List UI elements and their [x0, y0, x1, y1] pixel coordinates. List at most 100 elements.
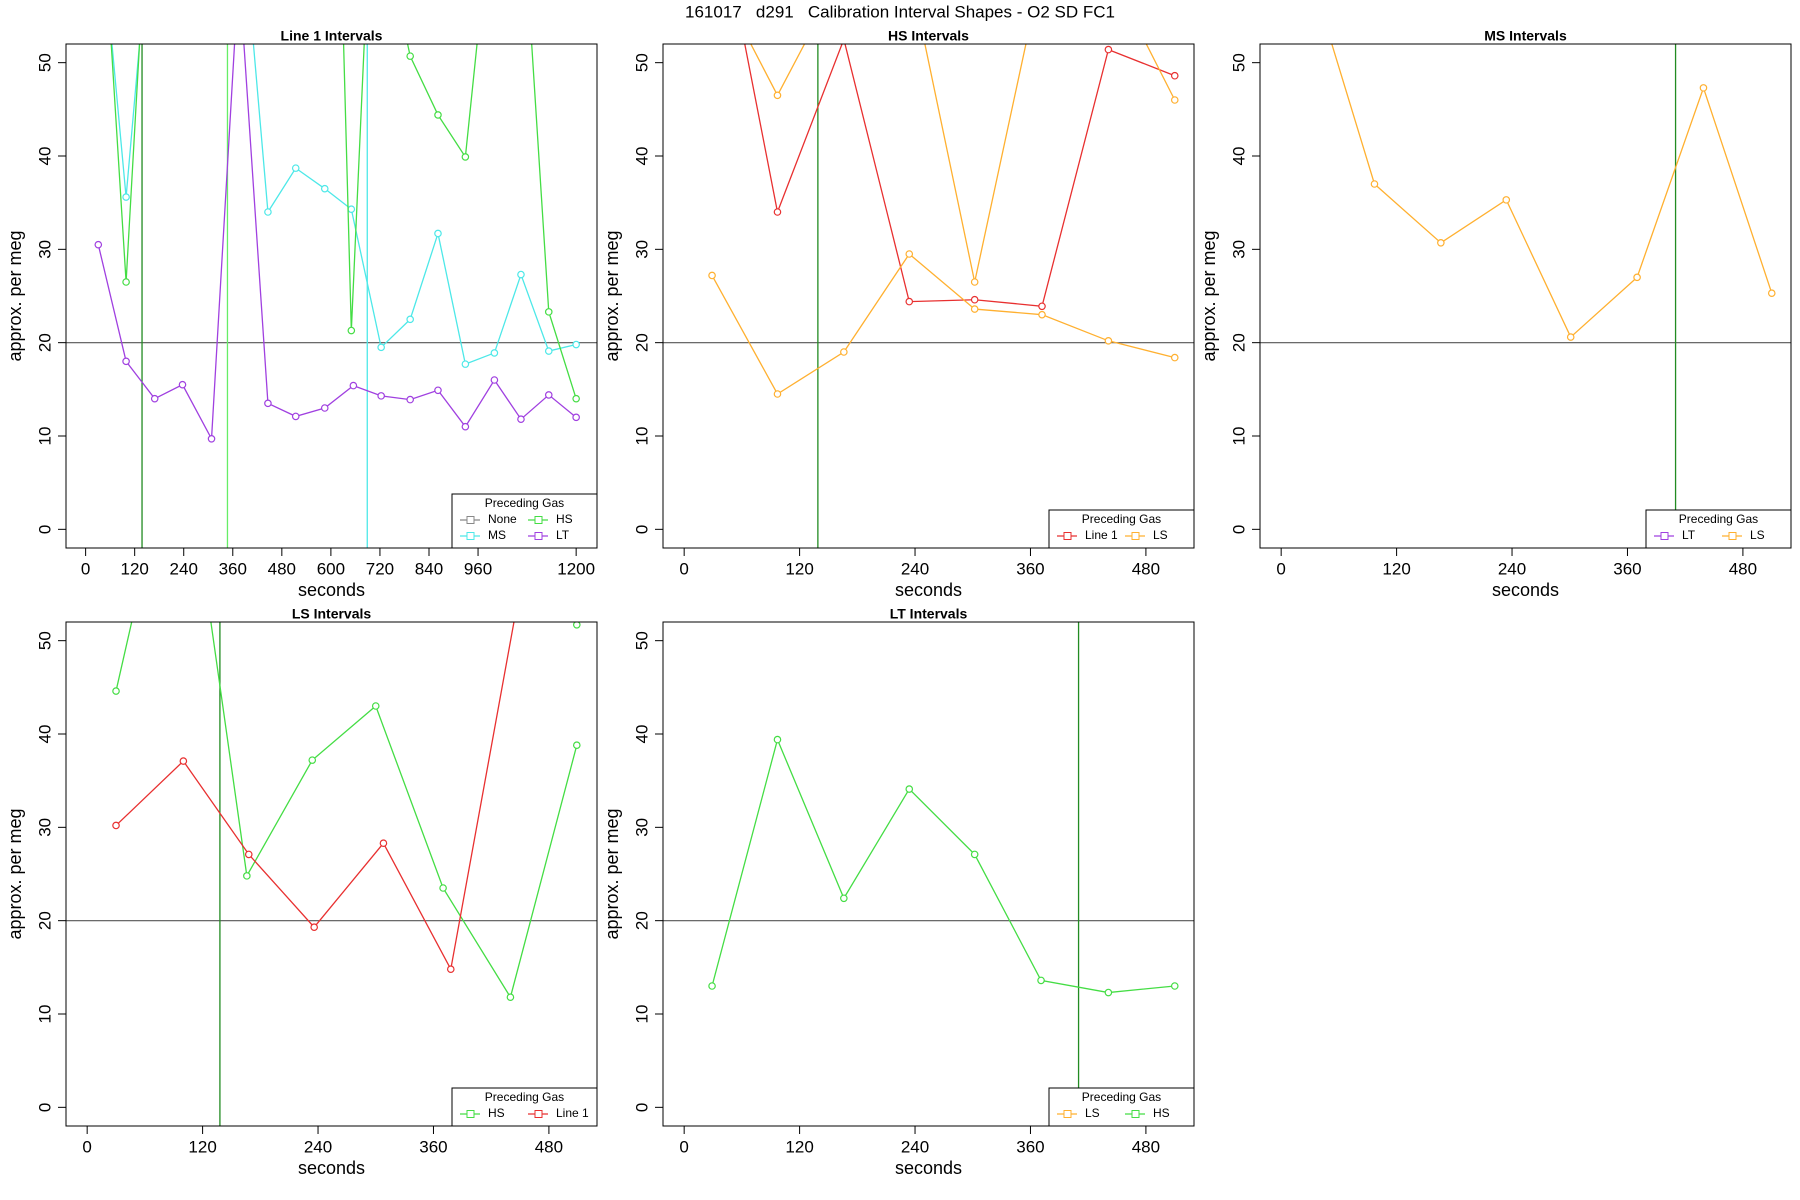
- y-tick-label: 30: [632, 240, 651, 259]
- point: [264, 399, 272, 408]
- point: [377, 392, 385, 400]
- legend-marker: [534, 516, 543, 524]
- x-tick-label: 360: [1016, 1137, 1044, 1156]
- legend-box: [1048, 1087, 1195, 1127]
- point: [112, 687, 120, 695]
- legend-label: None: [488, 512, 517, 526]
- series-line: [750, 44, 1176, 283]
- x-tick-label: 360: [219, 559, 247, 578]
- point: [243, 872, 251, 880]
- legend-title: Preceding Gas: [485, 496, 564, 510]
- y-axis-title: approx. per meg: [602, 808, 622, 939]
- point: [406, 315, 414, 324]
- legend-label: LS: [1750, 528, 1765, 542]
- y-tick-label: 50: [632, 53, 651, 72]
- x-tick-label: 600: [317, 559, 345, 578]
- y-tick-label: 20: [1229, 333, 1248, 352]
- x-tick-label: 240: [170, 559, 198, 578]
- point: [544, 347, 553, 355]
- x-tick-label: 120: [120, 559, 148, 578]
- point: [840, 894, 848, 903]
- y-tick-label: 40: [632, 147, 651, 166]
- point: [406, 395, 414, 404]
- panel-title: LT Intervals: [890, 606, 968, 622]
- legend-label: LS: [1085, 1106, 1100, 1120]
- plot-frame: [65, 43, 598, 549]
- legend-marker: [1728, 532, 1737, 540]
- legend-title: Preceding Gas: [1082, 1090, 1161, 1104]
- series-line: [115, 622, 515, 972]
- y-tick-label: 50: [1229, 53, 1248, 72]
- x-tick-label: 960: [464, 559, 492, 578]
- point: [507, 357, 513, 363]
- x-tick-label: 120: [785, 1137, 813, 1156]
- chart-title: 161017 d291 Calibration Interval Shapes …: [685, 2, 1115, 21]
- point: [1038, 302, 1046, 311]
- y-tick-label: 30: [35, 818, 54, 837]
- x-axis-title: seconds: [895, 1158, 962, 1178]
- point: [207, 434, 216, 443]
- point: [841, 36, 847, 42]
- series-line: [111, 44, 577, 366]
- x-tick-label: 480: [1132, 1137, 1160, 1156]
- point: [434, 111, 442, 119]
- point: [970, 850, 979, 859]
- x-tick-label: 480: [268, 559, 296, 578]
- point: [490, 376, 499, 384]
- x-tick-label: 480: [535, 1137, 563, 1156]
- legend-label: Line 1: [1085, 528, 1118, 542]
- x-tick-label: 240: [901, 1137, 929, 1156]
- point: [461, 153, 470, 161]
- plot-area: [66, 357, 597, 1126]
- y-tick-label: 40: [1229, 147, 1248, 166]
- y-axis-title: approx. per meg: [5, 808, 25, 939]
- series-line: [744, 44, 1175, 307]
- plot-frame: [1259, 43, 1792, 549]
- legend-box: [451, 1087, 598, 1127]
- x-tick-label: 1200: [557, 559, 595, 578]
- point: [572, 622, 581, 629]
- y-tick-label: 50: [35, 53, 54, 72]
- point: [572, 340, 580, 349]
- point: [434, 386, 442, 395]
- x-tick-label: 120: [785, 559, 813, 578]
- x-tick-label: 360: [1016, 559, 1044, 578]
- legend-marker: [1063, 532, 1072, 540]
- legend-marker: [466, 1110, 475, 1118]
- x-tick-label: 240: [901, 559, 929, 578]
- y-tick-label: 0: [35, 525, 54, 534]
- point: [1037, 976, 1045, 985]
- point: [544, 391, 553, 399]
- point: [349, 381, 358, 390]
- x-tick-label: 0: [1276, 559, 1285, 578]
- y-tick-label: 20: [35, 911, 54, 930]
- panel: HS Intervals 0 10 20 30 40 50 0 120 240 360 480 seco…: [602, 28, 1195, 600]
- point: [1566, 333, 1575, 341]
- point: [264, 208, 272, 216]
- point: [94, 240, 103, 249]
- legend-marker: [1131, 1110, 1140, 1118]
- point: [905, 250, 914, 258]
- point: [112, 821, 120, 830]
- plot-frame: [65, 621, 598, 1127]
- point: [905, 785, 914, 793]
- plot-area: [1260, 44, 1791, 548]
- point: [122, 193, 130, 201]
- point: [461, 422, 470, 431]
- point: [572, 413, 580, 422]
- y-tick-label: 40: [35, 147, 54, 166]
- y-tick-label: 30: [1229, 240, 1248, 259]
- legend-label: HS: [1153, 1106, 1170, 1120]
- point: [1370, 180, 1379, 188]
- legend-marker: [1660, 532, 1669, 540]
- y-axis-title: approx. per meg: [602, 230, 622, 361]
- y-tick-label: 10: [1229, 427, 1248, 446]
- point: [310, 923, 318, 932]
- x-tick-label: 0: [81, 559, 90, 578]
- y-tick-label: 30: [632, 818, 651, 837]
- plot-area: [663, 622, 1194, 1126]
- legend-title: Preceding Gas: [485, 1090, 564, 1104]
- point: [840, 348, 848, 356]
- point: [905, 297, 914, 306]
- y-axis-title: approx. per meg: [1199, 230, 1219, 361]
